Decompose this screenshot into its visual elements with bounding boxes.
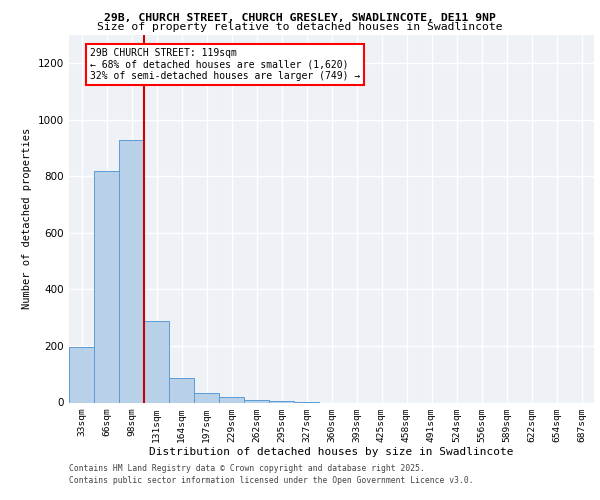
Bar: [94, 170, 119, 402]
Text: 29B CHURCH STREET: 119sqm
← 68% of detached houses are smaller (1,620)
32% of se: 29B CHURCH STREET: 119sqm ← 68% of detac…: [90, 48, 361, 81]
Bar: [269, 401, 294, 402]
Text: Contains public sector information licensed under the Open Government Licence v3: Contains public sector information licen…: [69, 476, 473, 485]
Bar: [169, 378, 194, 402]
Bar: [144, 320, 169, 402]
Bar: [244, 400, 269, 402]
Bar: [219, 398, 244, 402]
X-axis label: Distribution of detached houses by size in Swadlincote: Distribution of detached houses by size …: [149, 448, 514, 458]
Text: 29B, CHURCH STREET, CHURCH GRESLEY, SWADLINCOTE, DE11 9NP: 29B, CHURCH STREET, CHURCH GRESLEY, SWAD…: [104, 12, 496, 22]
Bar: [194, 393, 219, 402]
Text: Size of property relative to detached houses in Swadlincote: Size of property relative to detached ho…: [97, 22, 503, 32]
Bar: [119, 140, 144, 402]
Y-axis label: Number of detached properties: Number of detached properties: [22, 128, 32, 310]
Text: Contains HM Land Registry data © Crown copyright and database right 2025.: Contains HM Land Registry data © Crown c…: [69, 464, 425, 473]
Bar: [69, 348, 94, 403]
